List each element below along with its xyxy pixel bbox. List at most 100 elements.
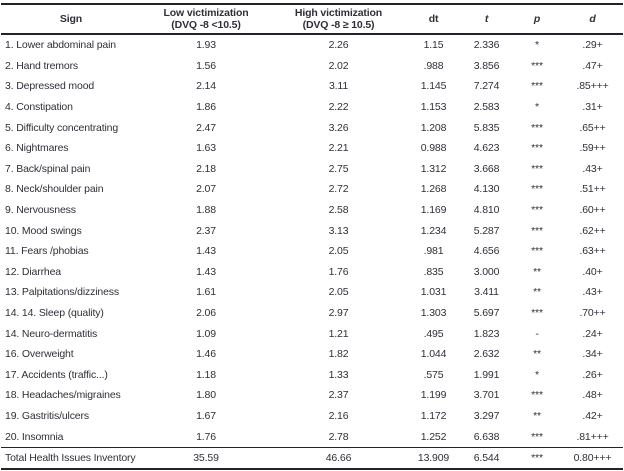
dt-cell: 1.044 (420, 348, 447, 361)
p-cell: *** (531, 224, 543, 237)
low-victimization-cell: 1.43 (196, 265, 216, 278)
high-victimization-cell: 2.05 (328, 286, 349, 299)
t-cell: 4.656 (473, 245, 500, 258)
dt-cell: 1.172 (420, 409, 447, 422)
t-cell: 3.856 (473, 59, 500, 72)
t-cell: 5.287 (473, 224, 500, 237)
d-cell: .29+ (582, 39, 603, 52)
total-t-cell: 6.544 (461, 446, 512, 469)
table-row: 12. Diarrhea 1.43 1.76 .835 3.000 ** .40+ (1, 262, 623, 283)
high-victimization-cell: 2.37 (328, 389, 349, 402)
high-victimization-cell: 2.05 (328, 245, 349, 258)
high-victimization-cell: 2.02 (328, 59, 349, 72)
d-cell: .42+ (582, 409, 603, 422)
high-victimization-cell: 1.33 (328, 368, 349, 381)
low-victimization-cell: 1.88 (196, 204, 216, 217)
table-row: 3. Depressed mood 2.14 3.11 1.145 7.274 *** .8… (1, 76, 623, 97)
p-cell: * (535, 101, 539, 114)
dt-cell: .988 (423, 59, 444, 72)
table-row: 19. Gastritis/ulcers 1.67 2.16 1.172 3.297 **… (1, 406, 623, 427)
col-header-d: d (562, 4, 623, 35)
p-cell: *** (531, 204, 543, 217)
total-row: Total Health Issues Inventory 35.59 46.6… (1, 446, 623, 469)
d-cell: .34+ (582, 348, 603, 361)
col-header-low-victimization: Low victimization (DVQ -8 <10.5) (141, 4, 271, 35)
low-victimization-cell: 1.93 (196, 39, 216, 52)
table-row: 5. Difficulty concentrating 2.47 3.26 1.208… (1, 117, 623, 138)
high-victimization-cell: 2.22 (328, 101, 349, 114)
sign-cell: 7. Back/spinal pain (5, 162, 91, 175)
high-victimization-cell: 2.75 (328, 162, 349, 175)
d-cell: .85+++ (576, 80, 609, 93)
low-victimization-cell: 1.61 (196, 286, 216, 299)
sign-cell: 18. Headaches/migraines (5, 389, 121, 402)
p-cell: *** (531, 430, 543, 443)
col-header-p: p (512, 4, 562, 35)
low-victimization-cell: 1.56 (196, 59, 216, 72)
sign-cell: 12. Diarrhea (5, 265, 61, 278)
d-cell: .43+ (582, 286, 603, 299)
low-victimization-cell: 1.63 (196, 142, 216, 155)
p-cell: *** (531, 245, 543, 258)
total-dt-cell: 13.909 (406, 446, 461, 469)
sign-cell: 11. Fears /phobias (5, 245, 89, 258)
high-victimization-cell: 1.82 (328, 348, 349, 361)
p-cell: ** (533, 348, 541, 361)
p-cell: *** (531, 183, 543, 196)
table-row: 9. Nervousness 1.88 2.58 1.169 4.810 *** .60++ (1, 200, 623, 221)
low-victimization-cell: 2.07 (196, 183, 216, 196)
t-cell: 5.835 (473, 121, 500, 134)
high-victimization-cell: 2.78 (328, 430, 349, 443)
table-row: 2. Hand tremors 1.56 2.02 .988 3.856 *** .47+ (1, 56, 623, 77)
high-victimization-cell: 2.26 (328, 39, 349, 52)
sign-cell: 13. Palpitations/dizziness (5, 286, 119, 299)
table-body: 1. Lower abdominal pain 1.93 2.26 1.15 2.336… (1, 34, 623, 447)
low-victimization-cell: 2.06 (196, 307, 216, 320)
table-row: 11. Fears /phobias 1.43 2.05 .981 4.656 *** .6… (1, 241, 623, 262)
d-cell: .81+++ (576, 430, 609, 443)
low-victimization-cell: 2.14 (196, 80, 216, 93)
col-header-high-subtitle: (DVQ -8 ≥ 10.5) (302, 19, 375, 31)
table-row: 20. Insomnia 1.76 2.78 1.252 6.638 *** .81+++ (1, 426, 623, 447)
p-cell: *** (531, 121, 543, 134)
sign-cell: 5. Difficulty concentrating (5, 121, 119, 134)
sign-cell: 6. Nightmares (5, 142, 69, 155)
t-cell: 2.336 (473, 39, 500, 52)
d-cell: .47+ (582, 59, 603, 72)
d-cell: .65++ (579, 121, 606, 134)
t-cell: 1.823 (473, 327, 500, 340)
d-cell: .40+ (582, 265, 603, 278)
d-cell: .24+ (582, 327, 603, 340)
health-issues-table-container: Sign Low victimization (DVQ -8 <10.5) Hi… (1, 3, 623, 470)
d-cell: .63++ (579, 245, 606, 258)
col-header-sign: Sign (1, 4, 141, 35)
sign-cell: 19. Gastritis/ulcers (5, 409, 89, 422)
table-row: 1. Lower abdominal pain 1.93 2.26 1.15 2.336… (1, 34, 623, 56)
t-cell: 2.583 (473, 101, 500, 114)
sign-cell: 17. Accidents (traffic...) (5, 368, 108, 381)
d-cell: .59++ (579, 142, 606, 155)
col-header-low-title: Low victimization (163, 6, 249, 19)
t-cell: 7.274 (473, 80, 500, 93)
low-victimization-cell: 1.80 (196, 389, 216, 402)
total-low-victimization-cell: 35.59 (141, 446, 271, 469)
t-cell: 3.411 (474, 286, 499, 299)
col-header-low-subtitle: (DVQ -8 <10.5) (171, 19, 241, 31)
t-cell: 4.623 (473, 142, 500, 155)
sign-cell: 4. Constipation (5, 101, 73, 114)
sign-cell: 14. 14. Sleep (quality) (5, 307, 104, 320)
t-cell: 3.668 (473, 162, 500, 175)
sign-cell: 1. Lower abdominal pain (5, 39, 116, 52)
t-cell: 4.810 (473, 204, 500, 217)
t-cell: 6.638 (473, 430, 500, 443)
table-row: 7. Back/spinal pain 2.18 2.75 1.312 3.668 ***… (1, 159, 623, 180)
high-victimization-cell: 3.11 (328, 80, 349, 93)
high-victimization-cell: 2.16 (328, 409, 349, 422)
t-cell: 3.000 (473, 265, 500, 278)
p-cell: *** (531, 142, 543, 155)
high-victimization-cell: 2.72 (328, 183, 349, 196)
col-header-high-title: High victimization (294, 6, 383, 19)
dt-cell: 1.169 (420, 204, 447, 217)
total-p-cell: *** (512, 446, 562, 469)
table-row: 16. Overweight 1.46 1.82 1.044 2.632 ** .34+ (1, 344, 623, 365)
